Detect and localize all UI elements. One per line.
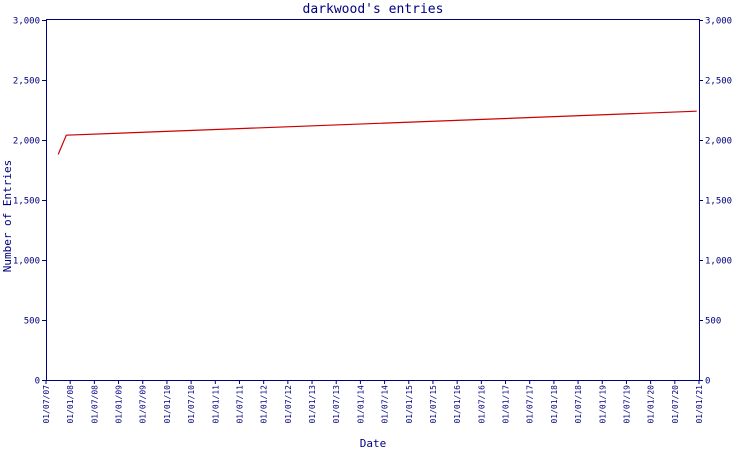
x-tick-label: 01/07/08	[90, 385, 99, 424]
x-tick-label: 01/01/11	[211, 385, 220, 424]
x-tick-label: 01/01/13	[308, 385, 317, 424]
x-tick-label: 01/07/10	[187, 385, 196, 424]
x-tick-label: 01/01/17	[502, 385, 511, 424]
y-tick-label-left: 3,000	[13, 17, 40, 27]
y-tick-label-right: 3,000	[705, 17, 732, 27]
x-tick-label: 01/01/12	[260, 385, 269, 424]
x-tick-label: 01/01/08	[66, 385, 75, 424]
y-tick-label-left: 0	[35, 377, 40, 387]
x-tick-label: 01/07/11	[235, 385, 244, 424]
y-tick-label-right: 1,000	[705, 257, 732, 267]
x-tick-label: 01/07/09	[139, 385, 148, 424]
x-tick-label: 01/07/16	[477, 385, 486, 424]
x-tick-label: 01/07/18	[574, 385, 583, 424]
y-axis-left: 0 500 1,000 1,500 2,000 2,500 3,000	[13, 17, 46, 387]
y-axis-right: 0 500 1,000 1,500 2,000 2,500 3,000	[699, 17, 732, 387]
x-tick-label: 01/07/19	[622, 385, 631, 424]
x-tick-label: 01/07/20	[671, 385, 680, 424]
y-tick-label-left: 500	[24, 317, 40, 327]
y-tick-label-right: 500	[705, 317, 721, 327]
x-tick-label: 01/01/16	[453, 385, 462, 424]
x-tick-label: 01/07/17	[526, 385, 535, 424]
x-tick-label: 01/01/09	[115, 385, 124, 424]
x-tick-label: 01/07/15	[429, 385, 438, 424]
x-tick-label: 01/07/14	[381, 385, 390, 424]
y-tick-label-left: 1,500	[13, 197, 40, 207]
x-axis-label: Date	[360, 437, 387, 450]
y-tick-label-left: 2,500	[13, 77, 40, 87]
x-tick-label: 01/01/15	[405, 385, 414, 424]
y-tick-label-right: 0	[705, 377, 710, 387]
x-tick-label: 01/01/19	[598, 385, 607, 424]
series-line	[57, 110, 697, 155]
x-tick-label: 01/01/18	[550, 385, 559, 424]
y-tick-label-left: 2,000	[13, 137, 40, 147]
x-tick-label: 01/01/14	[356, 385, 365, 424]
x-tick-label: 01/01/20	[647, 385, 656, 424]
y-axis-label: Number of Entries	[1, 160, 14, 273]
x-tick-label: 01/07/12	[284, 385, 293, 424]
x-tick-label: 01/01/21	[695, 385, 704, 424]
x-axis: 01/07/07 01/01/08 01/07/08 01/01/09 01/07/09…	[42, 380, 704, 424]
y-tick-label-right: 2,500	[705, 77, 732, 87]
y-tick-label-left: 1,000	[13, 257, 40, 267]
chart-title: darkwood's entries	[303, 2, 444, 17]
y-tick-label-right: 2,000	[705, 137, 732, 147]
plot-frame	[46, 19, 700, 381]
x-tick-label: 01/01/10	[163, 385, 172, 424]
y-tick-label-right: 1,500	[705, 197, 732, 207]
x-tick-label: 01/07/07	[42, 385, 51, 424]
series-group	[57, 110, 697, 155]
x-tick-label: 01/07/13	[332, 385, 341, 424]
